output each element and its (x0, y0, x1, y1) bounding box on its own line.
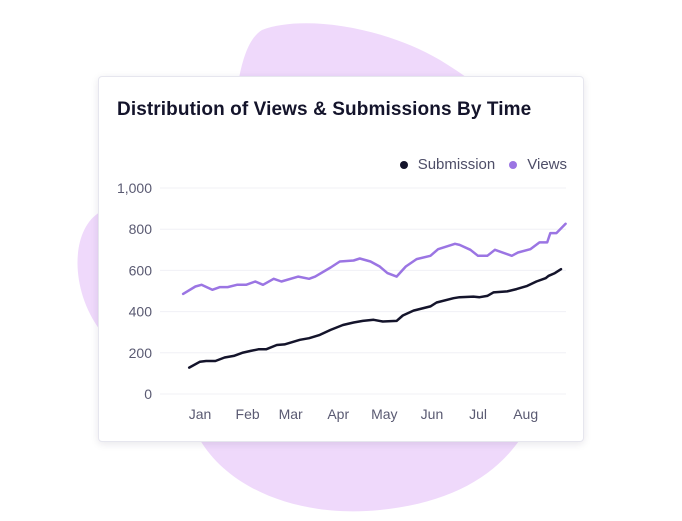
series-line-views[interactable] (181, 222, 567, 296)
views-dot-icon (509, 160, 518, 169)
legend-label-views: Views (527, 156, 567, 173)
x-tick-label: Mar (279, 406, 303, 422)
x-tick-label: May (371, 406, 397, 422)
submission-dot-icon (399, 160, 408, 169)
x-tick-label: Jul (469, 406, 487, 422)
chart-card: Distribution of Views & Submissions By T… (98, 76, 584, 442)
series-line-submission[interactable] (187, 267, 563, 369)
y-tick-label: 600 (129, 262, 153, 278)
y-tick-label: 0 (144, 386, 152, 402)
x-tick-label: Apr (327, 406, 349, 422)
x-tick-label: Feb (236, 406, 260, 422)
x-tick-label: Aug (513, 406, 538, 422)
y-tick-label: 800 (129, 221, 153, 237)
chart-title: Distribution of Views & Submissions By T… (117, 99, 532, 120)
legend: Submission Views (386, 156, 567, 173)
y-tick-label: 400 (129, 304, 153, 320)
x-tick-label: Jan (189, 406, 212, 422)
x-tick-label: Jun (421, 406, 444, 422)
legend-label-submission: Submission (417, 156, 496, 173)
legend-item-submission[interactable]: Submission (399, 156, 496, 173)
legend-item-views[interactable]: Views (509, 156, 567, 173)
y-tick-label: 200 (129, 345, 153, 361)
y-tick-label: 1,000 (117, 180, 152, 196)
